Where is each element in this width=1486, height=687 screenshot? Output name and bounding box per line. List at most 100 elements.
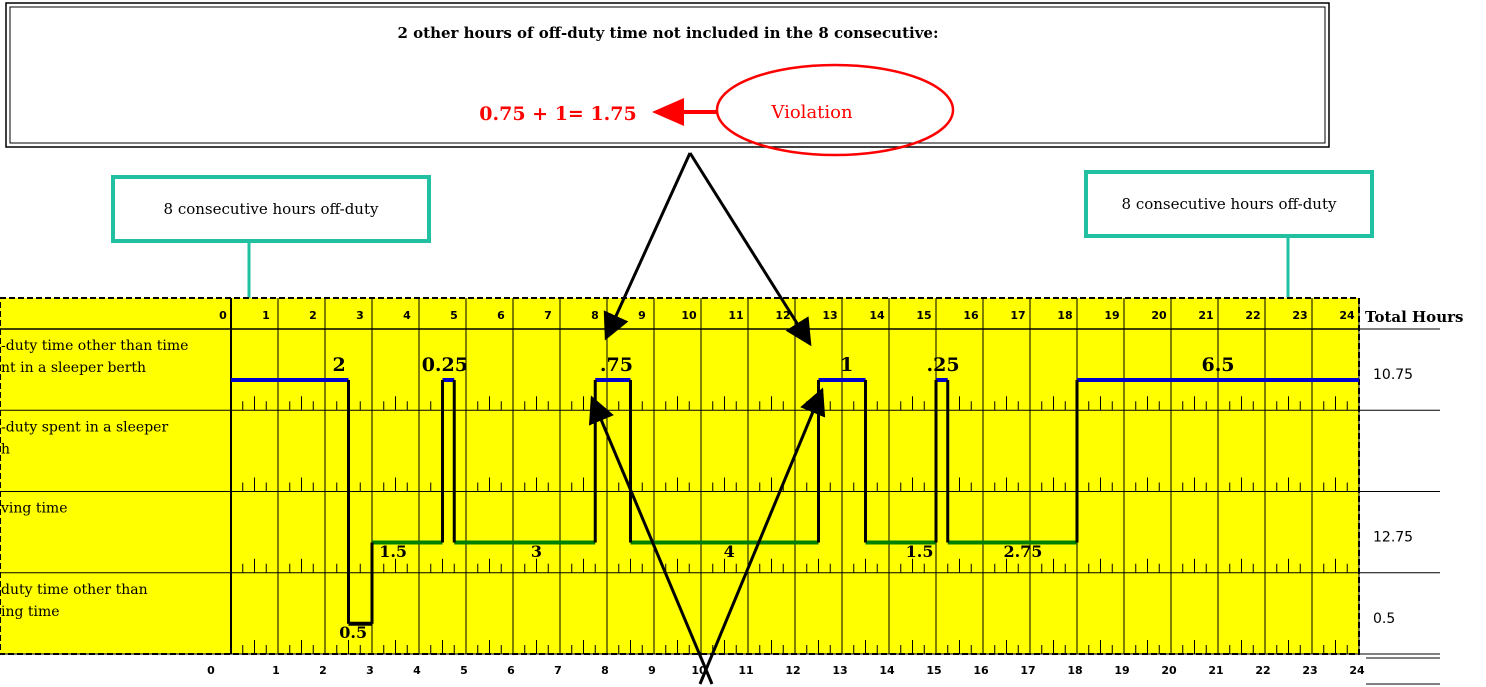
hour-label-bottom: 8 bbox=[601, 664, 609, 677]
hour-label-bottom: 16 bbox=[973, 664, 989, 677]
hour-label-bottom: 2 bbox=[319, 664, 327, 677]
hour-label-bottom: 21 bbox=[1208, 664, 1223, 677]
top-note-outer-border bbox=[5, 2, 1330, 148]
hour-label-bottom: 24 bbox=[1349, 664, 1365, 677]
hour-label-top: 7 bbox=[544, 309, 552, 322]
hour-label-bottom: 13 bbox=[832, 664, 847, 677]
hour-label-top: 3 bbox=[356, 309, 364, 322]
hour-label-bottom: 3 bbox=[366, 664, 374, 677]
hour-labels-bottom: 0 1 2 3 4 5 6 7 8 9 10 11 12 13 14 15 16 17 18 19 20 21 22 23 24 bbox=[207, 664, 1365, 677]
hour-label-top: 13 bbox=[822, 309, 837, 322]
hour-label-bottom: 23 bbox=[1302, 664, 1317, 677]
row-label-line1: duty time other than bbox=[1, 582, 148, 598]
hour-label-bottom: 4 bbox=[413, 664, 421, 677]
status-lines bbox=[231, 378, 1359, 626]
hour-label-top: 5 bbox=[450, 309, 458, 322]
segment-label: .25 bbox=[927, 354, 960, 376]
hour-label-bottom: 15 bbox=[926, 664, 941, 677]
hour-label-top: 2 bbox=[309, 309, 317, 322]
hour-label-bottom: 9 bbox=[648, 664, 656, 677]
hour-label-top: 22 bbox=[1245, 309, 1260, 322]
hour-label-top: 18 bbox=[1057, 309, 1072, 322]
top-note-inner-border bbox=[9, 6, 1326, 144]
pointer-arrows bbox=[588, 152, 826, 685]
total-hours-header: Total Hours bbox=[1365, 308, 1463, 326]
hour-label-top: 23 bbox=[1292, 309, 1307, 322]
violation-equation: 0.75 + 1= 1.75 bbox=[479, 103, 636, 125]
callout-left-text: 8 consecutive hours off-duty bbox=[164, 200, 379, 218]
hour-label-bottom: 7 bbox=[554, 664, 562, 677]
row-label-line2: nt in a sleeper berth bbox=[1, 360, 146, 376]
hour-label-bottom: 11 bbox=[738, 664, 753, 677]
grid-lines bbox=[0, 297, 1440, 685]
hour-label-bottom: 6 bbox=[507, 664, 515, 677]
segment-label: .75 bbox=[600, 354, 633, 376]
hour-label-top: 24 bbox=[1339, 309, 1355, 322]
row-label-line1: -duty spent in a sleeper bbox=[1, 419, 168, 435]
row-total: 0.5 bbox=[1373, 611, 1395, 627]
row-label-line2: ing time bbox=[1, 604, 60, 620]
hour-label-bottom: 17 bbox=[1020, 664, 1035, 677]
row-total: 12.75 bbox=[1373, 530, 1413, 546]
hour-label-top: 0 bbox=[219, 309, 227, 322]
segment-label: 0.25 bbox=[422, 354, 468, 376]
row-label-line1: ving time bbox=[0, 501, 67, 517]
hour-label-top: 10 bbox=[681, 309, 697, 322]
hour-label-top: 17 bbox=[1010, 309, 1025, 322]
pointer-arrow-1-bottom bbox=[698, 387, 826, 685]
hour-label-top: 20 bbox=[1151, 309, 1167, 322]
segment-label: 2.75 bbox=[1003, 542, 1042, 561]
top-note-box: 2 other hours of off-duty time not inclu… bbox=[5, 2, 1330, 157]
row-label-line1: -duty time other than time bbox=[1, 338, 188, 354]
grid-border bbox=[0, 297, 1360, 655]
segment-label: 1 bbox=[840, 354, 853, 376]
hour-label-top: 19 bbox=[1104, 309, 1119, 322]
violation-label: Violation bbox=[770, 102, 853, 123]
callout-left-box bbox=[111, 175, 431, 243]
hour-label-bottom: 5 bbox=[460, 664, 468, 677]
hour-label-top: 14 bbox=[869, 309, 885, 322]
hour-label-bottom: 19 bbox=[1114, 664, 1129, 677]
segment-label: 1.5 bbox=[906, 542, 934, 561]
segment-label: 6.5 bbox=[1201, 354, 1234, 376]
hour-label-top: 11 bbox=[728, 309, 743, 322]
hour-label-bottom: 22 bbox=[1255, 664, 1270, 677]
violation-ellipse bbox=[715, 63, 955, 157]
pointer-arrow-1-top bbox=[688, 152, 812, 347]
segment-label: 0.5 bbox=[339, 623, 367, 642]
pointer-arrow-075-bottom bbox=[588, 395, 714, 685]
hour-label-bottom: 20 bbox=[1161, 664, 1177, 677]
hour-labels-top: 0 1 2 3 4 5 6 7 8 9 10 11 12 13 14 15 16 17 18 19 20 21 22 23 24 bbox=[219, 309, 1355, 322]
hour-label-top: 15 bbox=[916, 309, 931, 322]
row-totals: 10.75 12.75 0.5 bbox=[1373, 367, 1413, 627]
segment-label: 1.5 bbox=[379, 542, 407, 561]
top-note-heading: 2 other hours of off-duty time not inclu… bbox=[397, 24, 938, 42]
hour-label-bottom: 12 bbox=[785, 664, 800, 677]
hour-label-top: 8 bbox=[591, 309, 599, 322]
segment-label: 3 bbox=[531, 542, 542, 561]
segment-label: 2 bbox=[332, 354, 345, 376]
hour-label-top: 4 bbox=[403, 309, 411, 322]
row-labels: -duty time other than time nt in a sleepe… bbox=[0, 338, 188, 620]
hour-label-top: 1 bbox=[262, 309, 270, 322]
violation-arrow-head bbox=[652, 98, 684, 126]
hour-label-top: 6 bbox=[497, 309, 505, 322]
hour-label-bottom: 0 bbox=[207, 664, 215, 677]
hour-label-bottom: 14 bbox=[879, 664, 895, 677]
hour-label-top: 16 bbox=[963, 309, 979, 322]
hour-label-bottom: 18 bbox=[1067, 664, 1082, 677]
callout-left: 8 consecutive hours off-duty bbox=[111, 175, 431, 375]
callout-right-box bbox=[1084, 170, 1374, 238]
row-label-panel bbox=[0, 298, 231, 654]
pointer-arrow-075-top bbox=[603, 152, 692, 341]
segment-labels: 2 0.25 .75 1 .25 6.5 1.5 3 4 1.5 2.75 0.5 bbox=[332, 354, 1234, 642]
hour-label-bottom: 1 bbox=[272, 664, 280, 677]
segment-label: 4 bbox=[724, 542, 735, 561]
hour-label-top: 21 bbox=[1198, 309, 1213, 322]
log-grid: 0 1 2 3 4 5 6 7 8 9 10 11 12 13 14 15 16 17 18 19 20 21 22 23 24… bbox=[0, 297, 1463, 685]
hour-label-top: 9 bbox=[638, 309, 646, 322]
row-label-line2: h bbox=[1, 441, 10, 457]
row-total: 10.75 bbox=[1373, 367, 1413, 383]
callout-right-text: 8 consecutive hours off-duty bbox=[1122, 195, 1337, 213]
